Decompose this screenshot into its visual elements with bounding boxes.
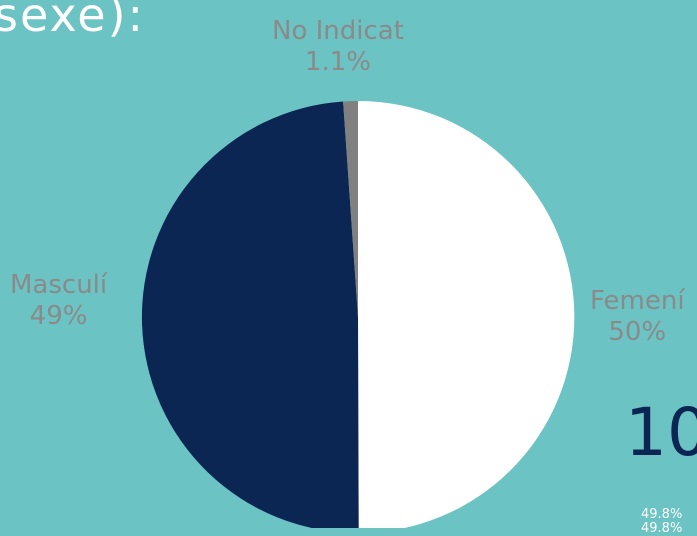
slice-value-masculi: 49% [29, 301, 88, 332]
slice-label-masculi: Masculí 49% [10, 270, 107, 332]
slice-name-femeni: Femení [590, 286, 685, 316]
pie-slice-femeni [358, 100, 575, 528]
slice-name-masculi: Masculí [10, 270, 108, 300]
pie-slice-no-indicat [343, 100, 358, 317]
slice-value-no-indicat: 1.1% [304, 47, 371, 78]
slice-label-no-indicat: No Indicat 1.1% [272, 16, 404, 78]
slice-label-femeni: Femení 50% [590, 286, 685, 348]
side-stat-1: 49.8% [641, 507, 683, 522]
slice-name-no-indicat: No Indicat [272, 16, 404, 46]
pie-slice-masculi [141, 101, 359, 528]
chart-title-fragment: sexe): [0, 0, 146, 42]
big-number-fragment: 10 [625, 394, 697, 471]
side-stat-2: 49.8% [641, 520, 683, 536]
side-stats: 49.8% 49.8% [641, 508, 682, 535]
slice-value-femeni: 50% [608, 317, 667, 348]
